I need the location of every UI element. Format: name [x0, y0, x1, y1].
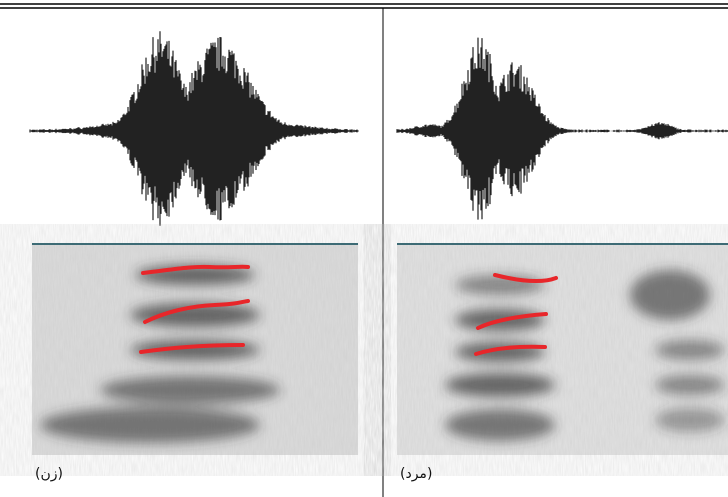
formant-trace [141, 264, 250, 275]
formant-trace [474, 344, 547, 356]
formants [40, 265, 280, 443]
panel-female: (زن) [29, 31, 359, 482]
panel-label: (مرد) [400, 466, 432, 482]
formant-trace [139, 343, 245, 354]
panel-label: (زن) [35, 466, 63, 482]
waveform [396, 37, 728, 220]
formant-trace [476, 312, 548, 330]
formant-trace [493, 273, 558, 284]
waveform [29, 31, 359, 226]
formant-trace [143, 299, 250, 324]
panel-male: (مرد) [396, 37, 728, 482]
